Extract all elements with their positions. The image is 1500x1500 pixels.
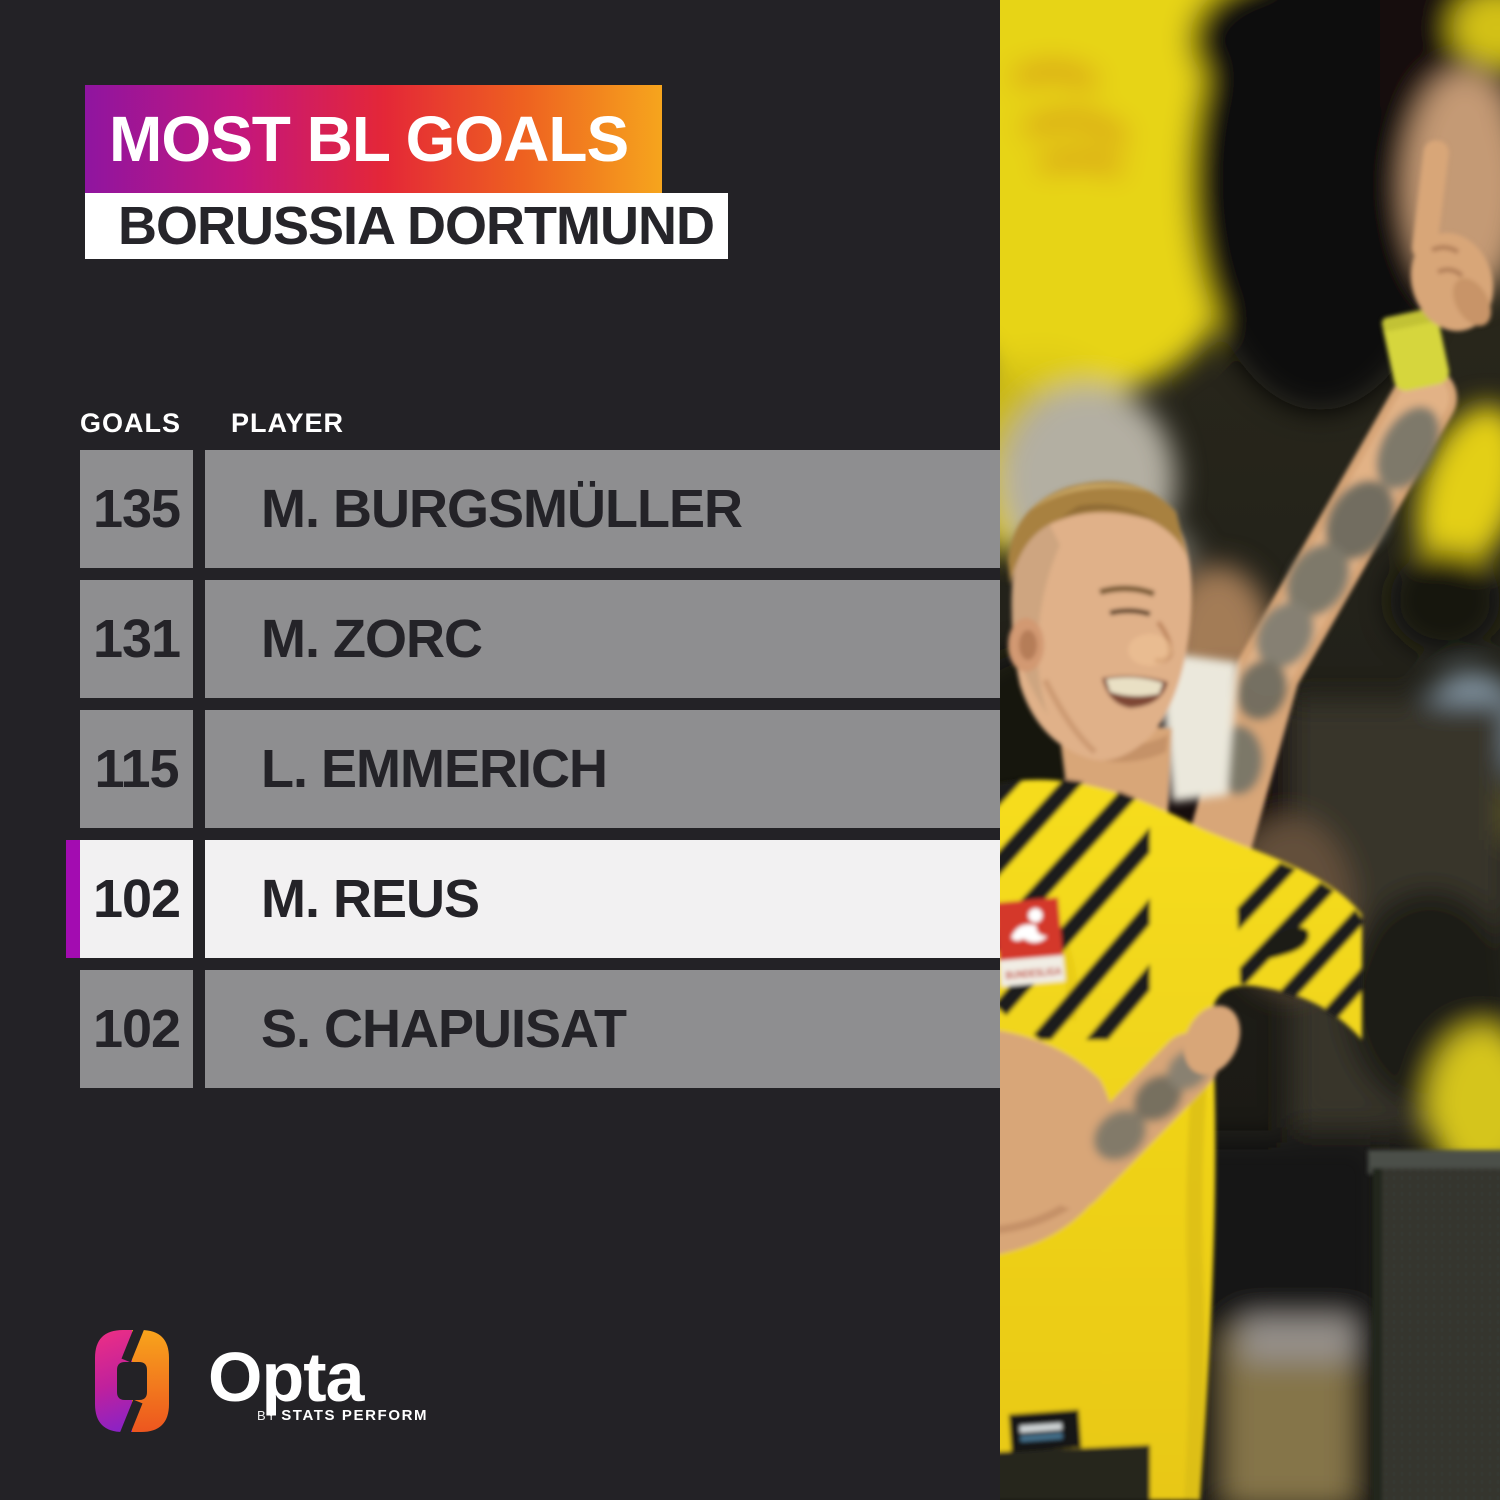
goals-cell: 102 <box>80 840 193 958</box>
column-header-goals: GOALS <box>80 408 182 438</box>
player-cell: S. CHAPUISAT <box>205 970 1000 1088</box>
player-cell: L. EMMERICH <box>205 710 1000 828</box>
yellow-wristband <box>1381 308 1450 391</box>
table-row: 102 S. CHAPUISAT <box>80 970 1000 1088</box>
hair <box>1008 481 1188 585</box>
player-cell: M. REUS <box>205 840 1000 958</box>
player-photo-illustration: BUNDESLIGA <box>1000 0 1500 1500</box>
goals-cell: 102 <box>80 970 193 1088</box>
goals-cell: 115 <box>80 710 193 828</box>
pointing-hand <box>1410 140 1494 332</box>
team-name: BORUSSIA DORTMUND <box>118 196 715 256</box>
stats-panel: MOST BL GOALS BORUSSIA DORTMUND GOALS PL… <box>66 85 1000 1434</box>
bundesliga-patch: BUNDESLIGA <box>1000 897 1066 987</box>
title-banner: MOST BL GOALS <box>85 85 662 193</box>
table-row: 102 M. REUS <box>66 840 1000 958</box>
table-row: 135 M. BURGSMÜLLER <box>80 450 1000 568</box>
puma-logo <box>1255 927 1309 962</box>
goals-cell: 135 <box>80 450 193 568</box>
eyebrow <box>1099 585 1156 597</box>
page-title: MOST BL GOALS <box>109 103 629 175</box>
player-figure: BUNDESLIGA <box>1000 140 1494 1500</box>
eye <box>1109 608 1151 617</box>
stadium-seat <box>1368 1150 1500 1500</box>
subtitle-banner: BORUSSIA DORTMUND <box>85 193 728 259</box>
opta-tagline: BY STATS PERFORM <box>257 1407 428 1425</box>
player-cell: M. ZORC <box>205 580 1000 698</box>
opta-logo-icon <box>95 1328 169 1434</box>
crossed-arm <box>1000 1005 1241 1254</box>
shorts <box>1000 1445 1150 1500</box>
rows: 135 M. BURGSMÜLLER 131 M. ZORC 115 L. EM… <box>66 450 1000 1100</box>
table-row: 115 L. EMMERICH <box>80 710 1000 828</box>
column-header-player: PLAYER <box>231 408 345 438</box>
player-photo: BUNDESLIGA <box>1000 0 1500 1500</box>
goals-cell: 131 <box>80 580 193 698</box>
opta-wordmark: Opta <box>208 1338 364 1416</box>
tagline-stats-perform: STATS PERFORM <box>281 1407 429 1424</box>
bundesliga-patch-text: BUNDESLIGA <box>1005 965 1062 982</box>
tagline-by: BY <box>257 1408 277 1423</box>
player-cell: M. BURGSMÜLLER <box>205 450 1000 568</box>
table-row: 131 M. ZORC <box>80 580 1000 698</box>
captain-armband <box>1158 652 1238 802</box>
jersey-tag <box>1008 1409 1082 1453</box>
player-head <box>1008 481 1192 761</box>
